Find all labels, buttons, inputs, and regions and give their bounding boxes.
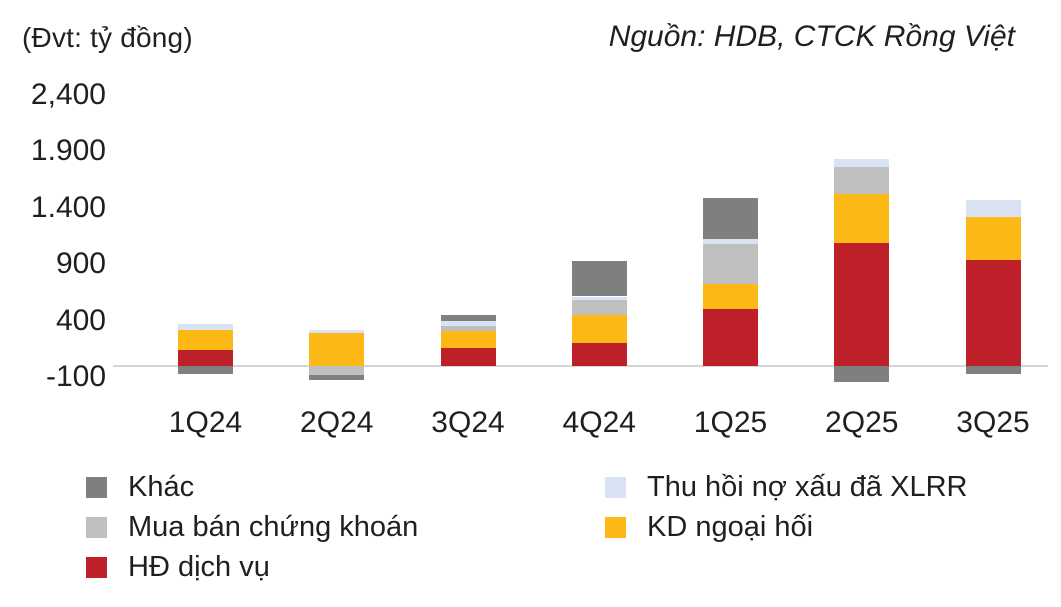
bar-segment-khac bbox=[309, 375, 365, 381]
legend-item-thu-hoi-no-xau: Thu hồi nợ xấu đã XLRR bbox=[605, 471, 967, 504]
legend-item-hd-dich-vu: HĐ dịch vụ bbox=[86, 551, 605, 584]
bar-segment-thu-hoi-no-xau bbox=[834, 158, 890, 167]
bar-segment-mua-ban-chung-khoan bbox=[834, 166, 890, 194]
legend-swatch-khac bbox=[86, 477, 107, 498]
bar-segment-kd-ngoai-hoi bbox=[703, 284, 758, 309]
bar-segment-hd-dich-vu bbox=[440, 348, 496, 366]
bar-segment-hd-dich-vu bbox=[834, 243, 890, 366]
bar-segment-mua-ban-chung-khoan bbox=[703, 243, 758, 285]
bar-segment-hd-dich-vu bbox=[571, 342, 627, 366]
bar-segment-kd-ngoai-hoi bbox=[178, 330, 233, 351]
legend-item-kd-ngoai-hoi: KD ngoại hối bbox=[605, 511, 967, 544]
bar-segment-khac bbox=[703, 197, 758, 240]
x-axis-label: 2Q24 bbox=[300, 406, 374, 439]
bar-segment-hd-dich-vu bbox=[703, 308, 758, 366]
bar-segment-hd-dich-vu bbox=[965, 259, 1021, 366]
legend-label: HĐ dịch vụ bbox=[128, 551, 270, 583]
legend-swatch-kd-ngoai-hoi bbox=[605, 517, 626, 538]
bar-segment-kd-ngoai-hoi bbox=[965, 216, 1021, 260]
x-axis-label: 3Q25 bbox=[956, 406, 1030, 439]
legend-label: KD ngoại hối bbox=[647, 511, 814, 543]
legend-label: Mua bán chứng khoán bbox=[128, 511, 419, 543]
bar-segment-kd-ngoai-hoi bbox=[309, 333, 365, 366]
legend-swatch-mua-ban-chung-khoan bbox=[86, 517, 107, 538]
legend-item-mua-ban-chung-khoan: Mua bán chứng khoán bbox=[86, 511, 605, 544]
bar-segment-thu-hoi-no-xau bbox=[178, 324, 233, 331]
y-axis-label: 900 bbox=[55, 247, 106, 281]
bar-segment-hd-dich-vu bbox=[178, 350, 233, 366]
bar-segment-kd-ngoai-hoi bbox=[440, 330, 496, 349]
y-axis-label: -100 bbox=[45, 360, 106, 394]
x-axis-label: 4Q24 bbox=[562, 406, 636, 439]
bar-segment-khac bbox=[834, 366, 890, 382]
bar-segment-mua-ban-chung-khoan bbox=[571, 300, 627, 316]
bar-segment-thu-hoi-no-xau bbox=[309, 330, 365, 334]
x-axis-label: 1Q25 bbox=[693, 406, 768, 439]
legend-item-khac: Khác bbox=[86, 471, 605, 504]
zero-axis-line bbox=[113, 365, 1048, 367]
plot-area: 2,400 1.900 1.400 900 400 -100 1Q24 2Q24 3Q24 4Q2… bbox=[30, 77, 1048, 439]
bar-segment-thu-hoi-no-xau bbox=[703, 239, 758, 244]
x-axis-label: 1Q24 bbox=[168, 406, 243, 439]
y-axis-label: 400 bbox=[55, 303, 106, 337]
legend-label: Thu hồi nợ xấu đã XLRR bbox=[647, 471, 968, 503]
bar-segment-khac bbox=[178, 366, 233, 374]
legend-swatch-hd-dich-vu bbox=[86, 557, 107, 578]
y-axis-label: 2,400 bbox=[30, 77, 106, 111]
x-axis-label: 2Q25 bbox=[825, 406, 899, 439]
bar-segment-thu-hoi-no-xau bbox=[965, 200, 1021, 217]
unit-label: (Đvt: tỷ đồng) bbox=[22, 22, 193, 53]
source-label: Nguồn: HDB, CTCK Rồng Việt bbox=[608, 20, 1015, 53]
bar-segment-kd-ngoai-hoi bbox=[834, 193, 890, 244]
bar-segment-mua-ban-chung-khoan bbox=[440, 326, 496, 331]
bar-segment-khac bbox=[571, 261, 627, 297]
y-axis-label: 1.400 bbox=[30, 190, 106, 224]
bar-segment-khac bbox=[965, 366, 1021, 374]
bar-segment-thu-hoi-no-xau bbox=[440, 321, 496, 327]
x-axis-label: 3Q24 bbox=[431, 406, 505, 439]
legend-swatch-thu-hoi-no-xau bbox=[605, 477, 626, 498]
bar-segment-khac bbox=[440, 314, 496, 322]
y-axis-label: 1.900 bbox=[30, 134, 106, 168]
bar-segment-mua-ban-chung-khoan bbox=[309, 366, 365, 376]
legend: Khác Thu hồi nợ xấu đã XLRR Mua bán chứng … bbox=[86, 471, 967, 584]
bar-segment-thu-hoi-no-xau bbox=[571, 296, 627, 301]
legend-label: Khác bbox=[128, 471, 195, 503]
bar-segment-kd-ngoai-hoi bbox=[571, 315, 627, 343]
